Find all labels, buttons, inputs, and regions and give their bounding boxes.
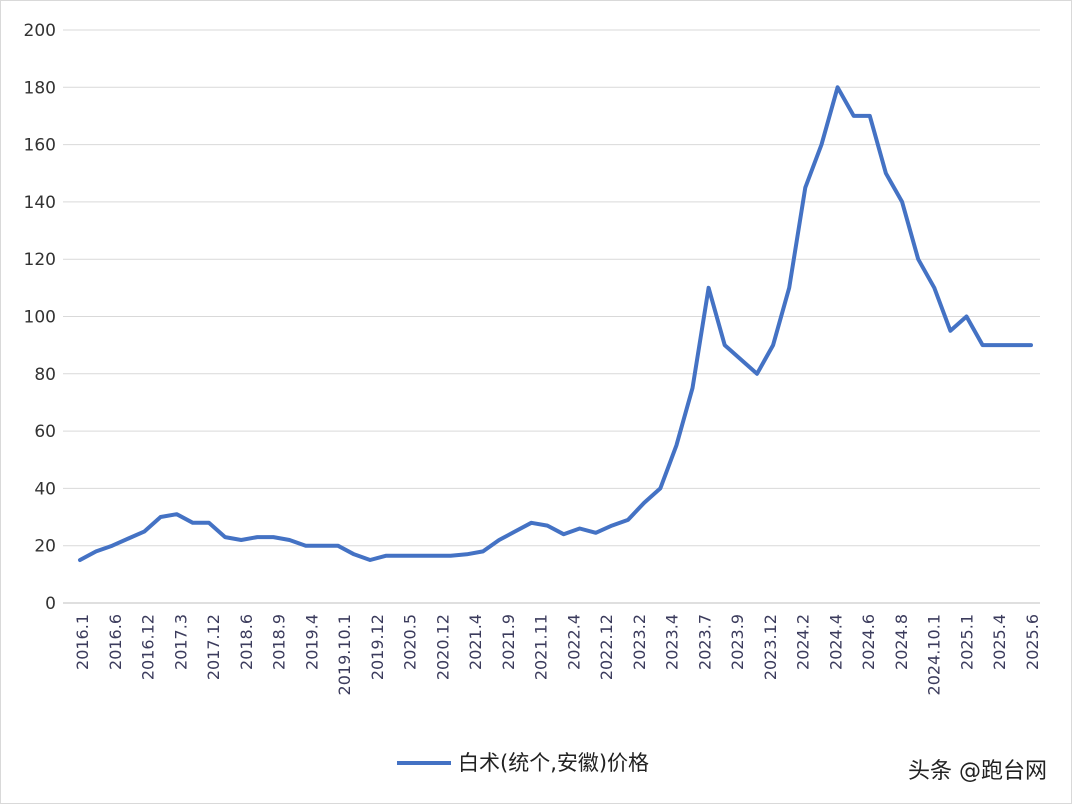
y-tick-label: 0 <box>45 594 56 614</box>
series-line <box>78 85 1033 562</box>
x-tick-label: 2024.8 <box>892 614 911 670</box>
x-tick-label: 2024.10.1 <box>925 614 944 695</box>
x-tick-label: 2024.2 <box>794 614 813 670</box>
x-axis-ticks: 2016.1 2016.6 2016.12 2017.3 2017.12 2018.6 20… <box>73 614 1042 695</box>
x-tick-label: 2025.1 <box>957 614 976 670</box>
legend-label: 白术(统个,安徽)价格 <box>458 751 649 775</box>
y-tick-label: 100 <box>24 308 56 328</box>
y-tick-label: 60 <box>34 422 56 442</box>
x-tick-label: 2020.5 <box>401 614 420 670</box>
x-tick-label: 2021.9 <box>499 614 518 670</box>
x-tick-label: 2019.4 <box>302 614 321 670</box>
x-tick-label: 2018.9 <box>270 614 289 670</box>
x-tick-label: 2016.12 <box>139 614 158 680</box>
x-tick-label: 2018.6 <box>237 614 256 670</box>
x-tick-label: 2019.10.1 <box>335 614 354 695</box>
x-tick-label: 2022.4 <box>564 614 583 670</box>
y-tick-label: 200 <box>24 21 56 41</box>
y-tick-label: 20 <box>34 537 56 557</box>
x-tick-label: 2023.2 <box>630 614 649 670</box>
y-tick-label: 40 <box>34 479 56 499</box>
x-tick-label: 2017.12 <box>204 614 223 680</box>
y-tick-label: 180 <box>24 78 56 98</box>
x-tick-label: 2023.7 <box>695 614 714 670</box>
x-tick-label: 2023.12 <box>761 614 780 680</box>
x-tick-label: 2019.12 <box>368 614 387 680</box>
x-tick-label: 2022.12 <box>597 614 616 680</box>
x-tick-label: 2024.4 <box>826 614 845 670</box>
gridlines <box>63 29 1040 604</box>
x-tick-label: 2016.6 <box>106 614 125 670</box>
y-tick-label: 160 <box>24 136 56 156</box>
x-tick-label: 2025.4 <box>990 614 1009 670</box>
y-tick-label: 120 <box>24 250 56 270</box>
x-tick-label: 2017.3 <box>171 614 190 670</box>
x-tick-label: 2025.6 <box>1023 614 1042 670</box>
watermark-text: 头条 @跑台网 <box>908 759 1047 784</box>
y-axis-ticks: 0 20 40 60 80 100 120 140 160 180 200 <box>24 21 56 614</box>
legend: 白术(统个,安徽)价格 <box>397 751 649 775</box>
y-tick-label: 140 <box>24 193 56 213</box>
x-tick-label: 2023.9 <box>728 614 747 670</box>
y-tick-label: 80 <box>34 365 56 385</box>
plot-area <box>78 85 1033 562</box>
x-tick-label: 2021.4 <box>466 614 485 670</box>
x-tick-label: 2021.11 <box>532 614 551 680</box>
x-tick-label: 2024.6 <box>859 614 878 670</box>
x-tick-label: 2016.1 <box>73 614 92 670</box>
x-tick-label: 2023.4 <box>663 614 682 670</box>
x-tick-label: 2020.12 <box>433 614 452 680</box>
watermark: 头条 @跑台网 <box>908 759 1047 784</box>
